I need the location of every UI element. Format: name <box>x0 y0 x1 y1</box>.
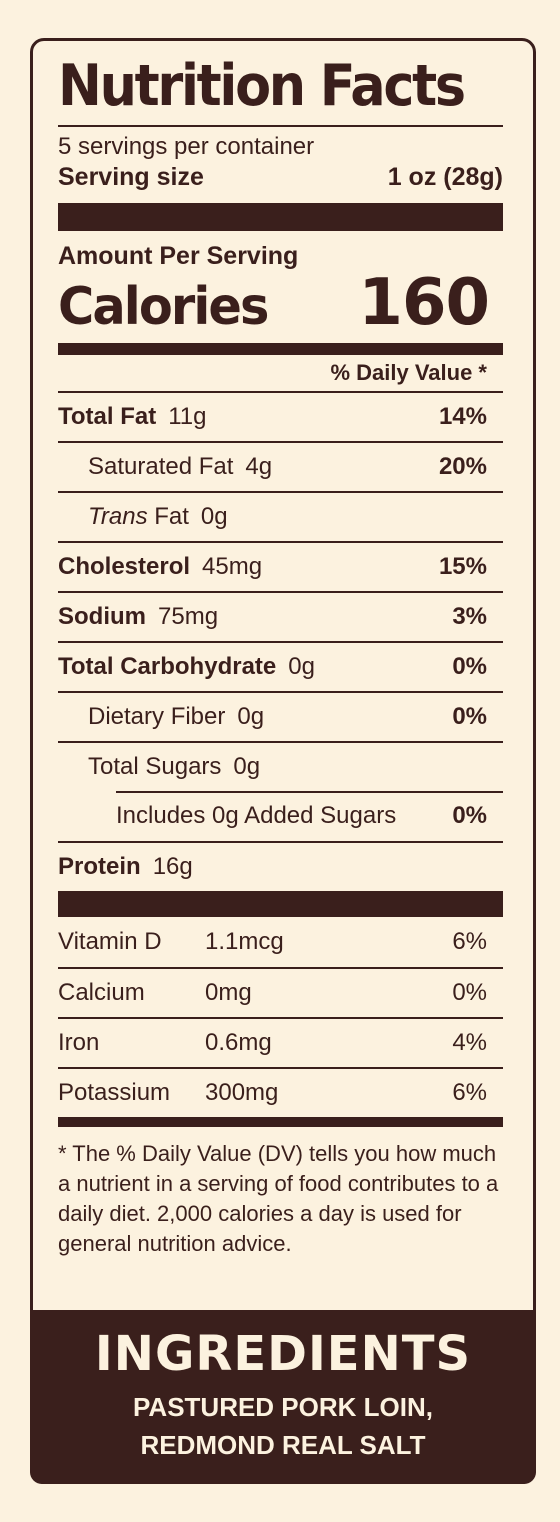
nutrient-row-trans-fat: Trans Fat 0g <box>58 491 503 541</box>
nutrient-name: Sodium <box>58 603 146 630</box>
nutrient-name: Dietary Fiber <box>88 703 226 730</box>
nutrient-row-total-sugars: Total Sugars 0g <box>58 741 503 791</box>
nutrient-row-cholesterol: Cholesterol 45mg 15% <box>58 541 503 591</box>
vitamin-dv: 4% <box>452 1029 487 1056</box>
thick-divider <box>58 891 503 917</box>
nutrient-amount: 75mg <box>158 603 219 630</box>
serving-size-row: Serving size 1 oz (28g) <box>58 161 503 193</box>
servings-per-container: 5 servings per container <box>58 133 315 160</box>
vitamin-amount: 0.6mg <box>205 1029 272 1056</box>
nutrient-name: Total Fat <box>58 403 157 430</box>
nutrient-dv: 0% <box>452 653 487 680</box>
vitamin-row-potassium: Potassium 300mg 6% <box>58 1067 503 1117</box>
nutrition-facts-panel: Nutrition Facts 5 servings per container… <box>30 38 536 1484</box>
amount-per-serving: Amount Per Serving <box>58 242 299 270</box>
nutrient-row-sodium: Sodium 75mg 3% <box>58 591 503 641</box>
nutrient-name: Fat <box>147 503 189 530</box>
calories-value: 160 <box>358 266 490 340</box>
vitamin-row-calcium: Calcium 0mg 0% <box>58 967 503 1017</box>
nutrient-name: Cholesterol <box>58 553 191 580</box>
vitamin-dv: 6% <box>452 1079 487 1106</box>
nutrient-amount: 0g <box>233 753 261 780</box>
thick-divider <box>58 203 503 231</box>
footnote: * The % Daily Value (DV) tells you how m… <box>58 1141 499 1256</box>
nutrient-row-saturated-fat: Saturated Fat 4g 20% <box>58 441 503 491</box>
daily-value-header: % Daily Value * <box>330 360 487 385</box>
medium-divider <box>58 1117 503 1127</box>
vitamin-row-iron: Iron 0.6mg 4% <box>58 1017 503 1067</box>
vitamin-name: Iron <box>58 1029 100 1056</box>
nutrient-name: Saturated Fat <box>88 453 234 480</box>
serving-size-value: 1 oz (28g) <box>387 163 503 191</box>
nutrient-amount: 0g <box>288 653 315 680</box>
vitamin-row-vitamin-d: Vitamin D 1.1mcg 6% <box>58 917 503 967</box>
nutrient-name: Includes 0g Added Sugars <box>116 802 397 829</box>
nutrient-name: Protein <box>58 853 141 880</box>
nutrient-dv: 20% <box>438 453 487 480</box>
vitamin-list: Vitamin D 1.1mcg 6% Calcium 0mg 0% Iron … <box>58 917 503 1117</box>
nutrient-row-total-carbohydrate: Total Carbohydrate 0g 0% <box>58 641 503 691</box>
nutrient-amount: 4g <box>245 453 273 480</box>
nutrient-dv: 3% <box>452 603 487 630</box>
calories-label: Calories <box>58 277 269 337</box>
ingredients-line-1: PASTURED PORK LOIN, <box>133 1392 433 1422</box>
nutrient-amount: 16g <box>152 853 193 880</box>
nutrient-name: Total Sugars <box>88 753 222 780</box>
sub-divider <box>116 791 503 793</box>
ingredients-line-2: REDMOND REAL SALT <box>140 1430 426 1460</box>
vitamin-dv: 0% <box>452 979 487 1006</box>
nutrient-amount: 45mg <box>202 553 263 580</box>
vitamin-dv: 6% <box>452 928 487 955</box>
medium-divider <box>58 343 503 355</box>
nutrient-dv: 0% <box>452 703 487 730</box>
nutrient-amount: 0g <box>200 503 228 530</box>
nutrient-amount: 0g <box>237 703 265 730</box>
vitamin-amount: 1.1mcg <box>205 928 284 955</box>
nutrient-name-italic: Trans <box>88 503 148 530</box>
nutrient-dv: 0% <box>452 802 487 829</box>
vitamin-name: Calcium <box>58 979 145 1006</box>
nutrient-amount: 11g <box>168 403 207 430</box>
nutrient-dv: 15% <box>438 553 487 580</box>
vitamin-amount: 300mg <box>205 1079 279 1106</box>
vitamin-name: Potassium <box>58 1079 171 1106</box>
calories-row: Calories 160 <box>58 266 503 340</box>
ingredients-title: INGREDIENTS <box>94 1326 472 1382</box>
vitamin-amount: 0mg <box>205 979 252 1006</box>
vitamin-name: Vitamin D <box>58 928 162 955</box>
divider <box>58 125 503 127</box>
nutrient-row-total-fat: Total Fat 11g 14% <box>58 391 503 441</box>
nutrient-row-protein: Protein 16g <box>58 841 503 891</box>
nutrient-dv: 14% <box>438 403 487 430</box>
nutrient-name: Total Carbohydrate <box>58 653 277 680</box>
nutrient-row-added-sugars: Includes 0g Added Sugars 0% <box>58 791 503 841</box>
nutrition-facts-title: Nutrition Facts <box>58 53 466 119</box>
ingredients-panel: INGREDIENTS PASTURED PORK LOIN, REDMOND … <box>30 1310 536 1484</box>
serving-size-label: Serving size <box>58 163 204 191</box>
nutrient-row-dietary-fiber: Dietary Fiber 0g 0% <box>58 691 503 741</box>
